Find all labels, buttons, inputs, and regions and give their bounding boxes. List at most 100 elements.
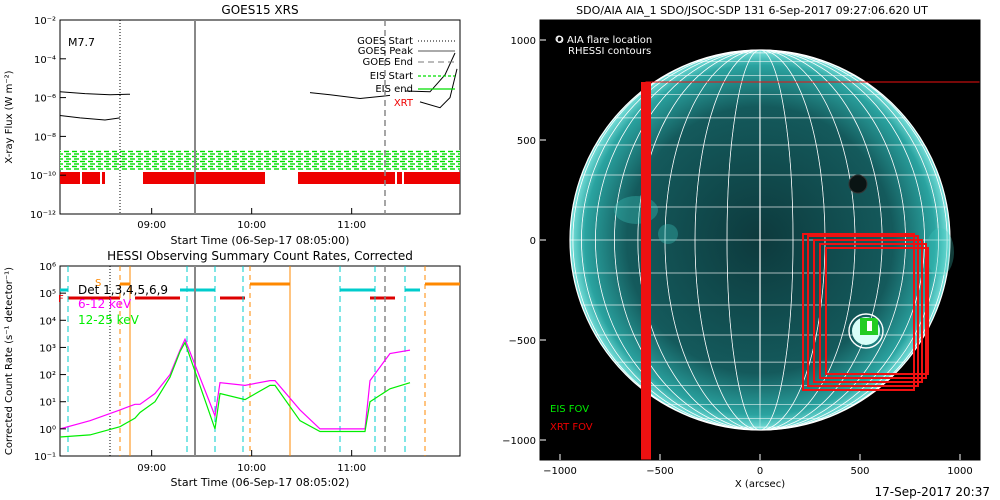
aia-ytick-label-4: −1000 [502, 436, 536, 447]
xrt-bar-4 [298, 172, 395, 184]
goes-ytick-label-1: 10⁻⁴ [34, 55, 56, 66]
aia-panel: −1000 −500 0 500 1000 1000 500 0 −500 −1000 SDO/… [502, 4, 990, 499]
xrt-bar-3 [143, 172, 265, 184]
aia-xtick-label-3: 500 [850, 466, 869, 477]
aia-footer-timestamp: 17-Sep-2017 20:37 [875, 485, 990, 499]
legend-goes-end: GOES End [363, 57, 413, 68]
hessi-ytick-label-2: 10⁴ [39, 316, 56, 327]
aia-flare-location-circle [848, 313, 884, 349]
goes-x-label: Start Time (06-Sep-17 08:05:00) [171, 234, 350, 247]
hessi-ytick-label-4: 10² [39, 371, 56, 382]
hessi-ytick-label-0: 10⁶ [39, 262, 56, 273]
goes-xtick-label-1: 10:00 [237, 220, 266, 231]
solar-coordinate-grid [569, 49, 951, 431]
hessi-series-1 [60, 341, 411, 438]
goes-title: GOES15 XRS [221, 3, 298, 17]
legend-rhessi-contours: RHESSI contours [568, 46, 651, 57]
xrt-box-4 [825, 247, 929, 375]
goes-x-ticks: 09:00 10:00 11:00 [137, 208, 366, 231]
aia-title: SDO/AIA AIA_1 SDO/JSOC-SDP 131 6-Sep-201… [576, 4, 928, 17]
hessi-panel: 10⁶ 10⁵ 10⁴ 10³ 10² 10¹ 10⁰ 10⁻¹ 09:00 10:00 11:0… [4, 249, 461, 489]
legend-6-12kev: 6-12 keV [78, 297, 132, 311]
goes-class-annotation: M7.7 [68, 36, 95, 49]
hessi-series-0 [60, 337, 411, 430]
eis-fov-slit [867, 321, 872, 331]
eis-coverage-band [60, 150, 460, 170]
goes-panel: 10⁻² 10⁻⁴ 10⁻⁶ 10⁻⁸ 10⁻¹⁰ 10⁻¹² 09:00 10:00 11:… [4, 3, 461, 247]
legend-goes-peak: GOES Peak [358, 46, 413, 57]
hessi-ytick-label-5: 10¹ [39, 398, 56, 409]
xrt-bar-0 [60, 172, 80, 184]
hessi-xtick-label-2: 11:00 [337, 463, 366, 474]
aia-ytick-label-2: 0 [530, 236, 536, 247]
hessi-x-ticks: 09:00 10:00 11:00 [137, 450, 366, 474]
legend-12-25kev: 12-25 keV [78, 313, 140, 327]
legend-eis-fov: EIS FOV [550, 404, 589, 415]
goes-ytick-label-4: 10⁻¹⁰ [30, 171, 56, 182]
hessi-marker-s: S [95, 278, 101, 289]
xrt-fov-boxes [641, 81, 980, 460]
goes-ytick-label-3: 10⁻⁸ [34, 132, 56, 143]
goes-flux-lines [60, 52, 458, 121]
legend-xrt-fov: XRT FOV [550, 422, 593, 433]
bright-patch-west [926, 228, 954, 276]
bright-patch-center [658, 224, 678, 244]
goes-series-0 [60, 52, 456, 96]
goes-xtick-label-0: 09:00 [137, 220, 166, 231]
aia-xtick-label-1: −500 [646, 466, 673, 477]
xrt-bar-2 [102, 172, 105, 184]
goes-y-label: X-ray Flux (W m⁻²) [4, 70, 15, 163]
xrt-box-3 [819, 243, 927, 379]
hessi-x-label: Start Time (06-Sep-17 08:05:02) [171, 476, 350, 489]
goes-series-1 [60, 68, 458, 121]
hessi-attenuator-decor [60, 266, 460, 456]
xrt-bar-6 [404, 172, 460, 184]
hessi-ytick-label-6: 10⁰ [39, 425, 56, 436]
aia-ytick-label-3: −500 [509, 336, 536, 347]
hessi-count-lines [60, 337, 411, 438]
dark-spot [848, 174, 868, 194]
xrt-bar-5 [397, 172, 402, 184]
limb-circle [569, 49, 951, 431]
legend-eis-start: EIS Start [370, 71, 413, 82]
hessi-xtick-label-1: 10:00 [237, 463, 266, 474]
aia-y-ticks: 1000 500 0 −500 −1000 [502, 36, 546, 447]
aia-ytick-label-0: 1000 [511, 36, 536, 47]
hessi-xtick-label-0: 09:00 [137, 463, 166, 474]
hessi-ytick-label-7: 10⁻¹ [34, 452, 56, 463]
goes-y-ticks: 10⁻² 10⁻⁴ 10⁻⁶ 10⁻⁸ 10⁻¹⁰ 10⁻¹² [30, 16, 66, 221]
hessi-marker-f: F [58, 294, 64, 305]
hessi-title: HESSI Observing Summary Count Rates, Cor… [107, 249, 413, 263]
goes-legend: GOES Start GOES Peak GOES End EIS Start … [357, 36, 455, 109]
xrt-fov-outline [645, 81, 980, 460]
xrt-box-1 [807, 235, 919, 387]
flare-region [848, 313, 884, 349]
goes-ytick-label-0: 10⁻² [34, 16, 56, 27]
xrt-bar-1 [82, 172, 100, 184]
goes-ytick-label-2: 10⁻⁶ [34, 94, 56, 105]
aia-xtick-label-2: 0 [757, 466, 763, 477]
legend-xrt: XRT [394, 98, 414, 109]
xrt-box-0 [802, 233, 915, 391]
aia-x-label: X (arcsec) [735, 479, 785, 490]
aia-xtick-label-4: 1000 [947, 466, 972, 477]
legend-flare-circle-icon [555, 35, 563, 43]
legend-det: Det 1,3,4,5,6,9 [78, 283, 168, 297]
goes-ytick-label-5: 10⁻¹² [30, 210, 56, 221]
aia-x-ticks: −1000 −500 0 500 1000 [543, 454, 973, 477]
bright-patch-east [614, 196, 658, 224]
hessi-y-ticks: 10⁶ 10⁵ 10⁴ 10³ 10² 10¹ 10⁰ 10⁻¹ [34, 262, 66, 463]
hessi-y-label: Corrected Count Rate (s⁻¹ detector⁻¹) [4, 267, 15, 455]
aia-ytick-label-1: 500 [517, 136, 536, 147]
hessi-ytick-label-3: 10³ [39, 343, 56, 354]
xrt-box-2 [813, 239, 923, 383]
goes-xtick-label-2: 11:00 [337, 220, 366, 231]
legend-eis-end: EIS end [375, 84, 413, 95]
hessi-ytick-label-1: 10⁵ [39, 289, 56, 300]
hessi-legend: Det 1,3,4,5,6,9 6-12 keV 12-25 keV [78, 283, 168, 327]
legend-aia-flare-location: O AIA flare location [556, 35, 652, 46]
aia-xtick-label-0: −1000 [543, 466, 577, 477]
xrt-coverage-bars [60, 172, 460, 184]
legend-goes-start: GOES Start [357, 36, 413, 47]
